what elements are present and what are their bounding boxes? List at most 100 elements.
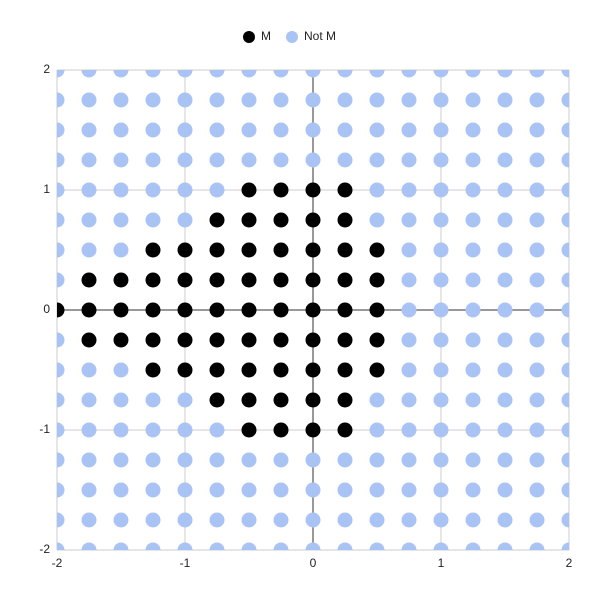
point bbox=[465, 422, 481, 438]
point bbox=[401, 242, 417, 258]
point bbox=[561, 70, 569, 78]
point bbox=[177, 422, 193, 438]
point bbox=[369, 182, 385, 198]
point bbox=[305, 70, 321, 78]
point bbox=[433, 392, 449, 408]
point bbox=[561, 422, 569, 438]
point bbox=[401, 152, 417, 168]
point bbox=[529, 182, 545, 198]
point bbox=[561, 332, 569, 348]
point bbox=[113, 92, 129, 108]
point bbox=[273, 242, 289, 258]
point bbox=[81, 482, 97, 498]
legend: M Not M bbox=[243, 29, 336, 43]
point bbox=[433, 482, 449, 498]
point bbox=[273, 92, 289, 108]
point bbox=[273, 482, 289, 498]
point bbox=[337, 332, 353, 348]
point bbox=[561, 92, 569, 108]
point bbox=[337, 122, 353, 138]
point bbox=[209, 212, 225, 228]
y-tick-label: 2 bbox=[43, 62, 50, 76]
point bbox=[145, 512, 161, 528]
point bbox=[433, 212, 449, 228]
point bbox=[401, 122, 417, 138]
y-tick-label: 0 bbox=[43, 302, 50, 316]
point bbox=[241, 70, 257, 78]
point bbox=[57, 422, 65, 438]
point bbox=[529, 452, 545, 468]
point bbox=[81, 302, 97, 318]
point bbox=[561, 512, 569, 528]
point bbox=[337, 70, 353, 78]
points bbox=[57, 70, 569, 550]
point bbox=[369, 152, 385, 168]
point bbox=[305, 392, 321, 408]
point bbox=[241, 122, 257, 138]
point bbox=[145, 302, 161, 318]
point bbox=[561, 482, 569, 498]
point bbox=[497, 92, 513, 108]
point bbox=[401, 512, 417, 528]
point bbox=[273, 392, 289, 408]
point bbox=[337, 362, 353, 378]
point bbox=[177, 152, 193, 168]
point bbox=[497, 482, 513, 498]
point bbox=[401, 302, 417, 318]
point bbox=[145, 362, 161, 378]
y-tick-label: -1 bbox=[39, 422, 50, 436]
point bbox=[561, 212, 569, 228]
point bbox=[241, 92, 257, 108]
point bbox=[241, 452, 257, 468]
point bbox=[305, 362, 321, 378]
point bbox=[81, 242, 97, 258]
point bbox=[145, 422, 161, 438]
point bbox=[177, 452, 193, 468]
point bbox=[273, 122, 289, 138]
point bbox=[337, 182, 353, 198]
point bbox=[497, 422, 513, 438]
point bbox=[177, 512, 193, 528]
point bbox=[433, 92, 449, 108]
point bbox=[433, 332, 449, 348]
x-tick-label: -2 bbox=[52, 556, 63, 570]
point bbox=[241, 272, 257, 288]
point bbox=[561, 272, 569, 288]
point bbox=[497, 182, 513, 198]
point bbox=[465, 542, 481, 550]
point bbox=[81, 70, 97, 78]
point bbox=[177, 302, 193, 318]
point bbox=[57, 362, 65, 378]
point bbox=[305, 302, 321, 318]
point bbox=[337, 452, 353, 468]
point bbox=[177, 182, 193, 198]
point bbox=[337, 302, 353, 318]
point bbox=[241, 392, 257, 408]
point bbox=[113, 512, 129, 528]
point bbox=[369, 362, 385, 378]
point bbox=[529, 512, 545, 528]
point bbox=[209, 422, 225, 438]
point bbox=[241, 332, 257, 348]
point bbox=[241, 362, 257, 378]
point bbox=[497, 512, 513, 528]
point bbox=[529, 152, 545, 168]
point bbox=[113, 182, 129, 198]
point bbox=[401, 392, 417, 408]
point bbox=[209, 392, 225, 408]
legend-label: Not M bbox=[304, 29, 336, 43]
point bbox=[145, 122, 161, 138]
point bbox=[497, 242, 513, 258]
point bbox=[81, 212, 97, 228]
point bbox=[305, 122, 321, 138]
point bbox=[273, 422, 289, 438]
point bbox=[81, 182, 97, 198]
point bbox=[241, 302, 257, 318]
x-tick-label: 0 bbox=[310, 556, 317, 570]
point bbox=[145, 272, 161, 288]
point bbox=[561, 542, 569, 550]
point bbox=[273, 302, 289, 318]
point bbox=[305, 332, 321, 348]
